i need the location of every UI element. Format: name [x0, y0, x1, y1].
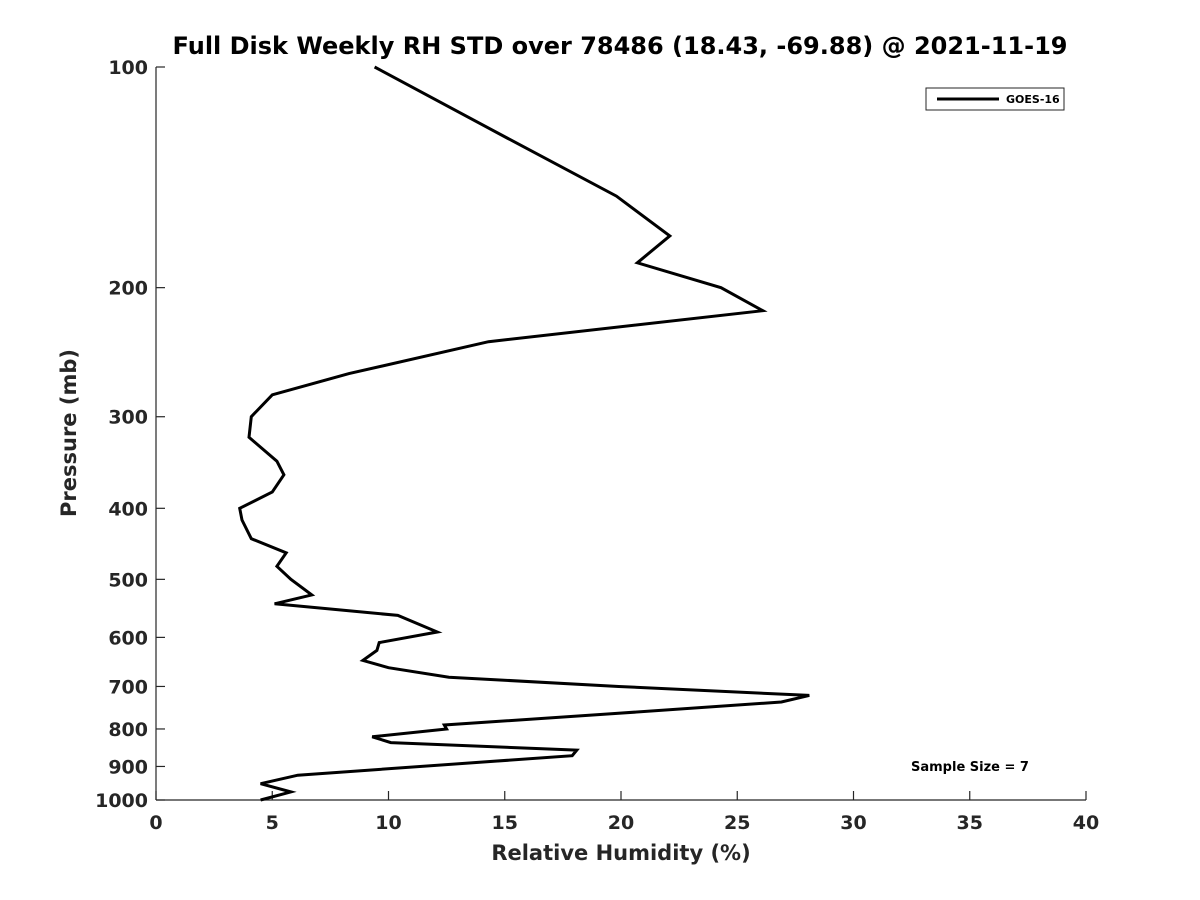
x-ticks: 0 5 10 15 20 25 30 35 40	[149, 791, 1099, 834]
y-axis-label: Pressure (mb)	[57, 349, 81, 517]
series-layer	[238, 65, 810, 802]
x-tick-label: 5	[266, 812, 279, 834]
y-tick-label: 800	[108, 719, 148, 741]
y-tick-label: 300	[108, 407, 148, 429]
y-tick-label: 700	[108, 676, 148, 698]
legend: GOES-16	[925, 87, 1065, 111]
y-tick-label: 100	[108, 57, 148, 79]
chart-title: Full Disk Weekly RH STD over 78486 (18.4…	[173, 32, 1068, 60]
plot-axes	[155, 67, 1086, 801]
y-tick-label: 900	[108, 756, 148, 778]
x-tick-label: 10	[375, 812, 401, 834]
y-tick-label: 600	[108, 627, 148, 649]
y-ticks: 100 200 300 400 500 600 700 800 900 1000	[95, 57, 165, 812]
y-tick-label: 500	[108, 569, 148, 591]
x-axis-label: Relative Humidity (%)	[491, 841, 750, 865]
x-tick-label: 35	[957, 812, 983, 834]
series-line-goes-16	[238, 65, 810, 802]
y-tick-label: 1000	[95, 790, 148, 812]
x-tick-label: 20	[608, 812, 634, 834]
x-tick-label: 15	[492, 812, 518, 834]
x-tick-label: 25	[724, 812, 750, 834]
y-tick-label: 200	[108, 278, 148, 300]
legend-label-goes-16: GOES-16	[1006, 93, 1060, 106]
x-tick-label: 40	[1073, 812, 1099, 834]
x-tick-label: 0	[149, 812, 162, 834]
sample-size-annotation: Sample Size = 7	[911, 760, 1029, 775]
y-tick-label: 400	[108, 498, 148, 520]
x-tick-label: 30	[840, 812, 866, 834]
